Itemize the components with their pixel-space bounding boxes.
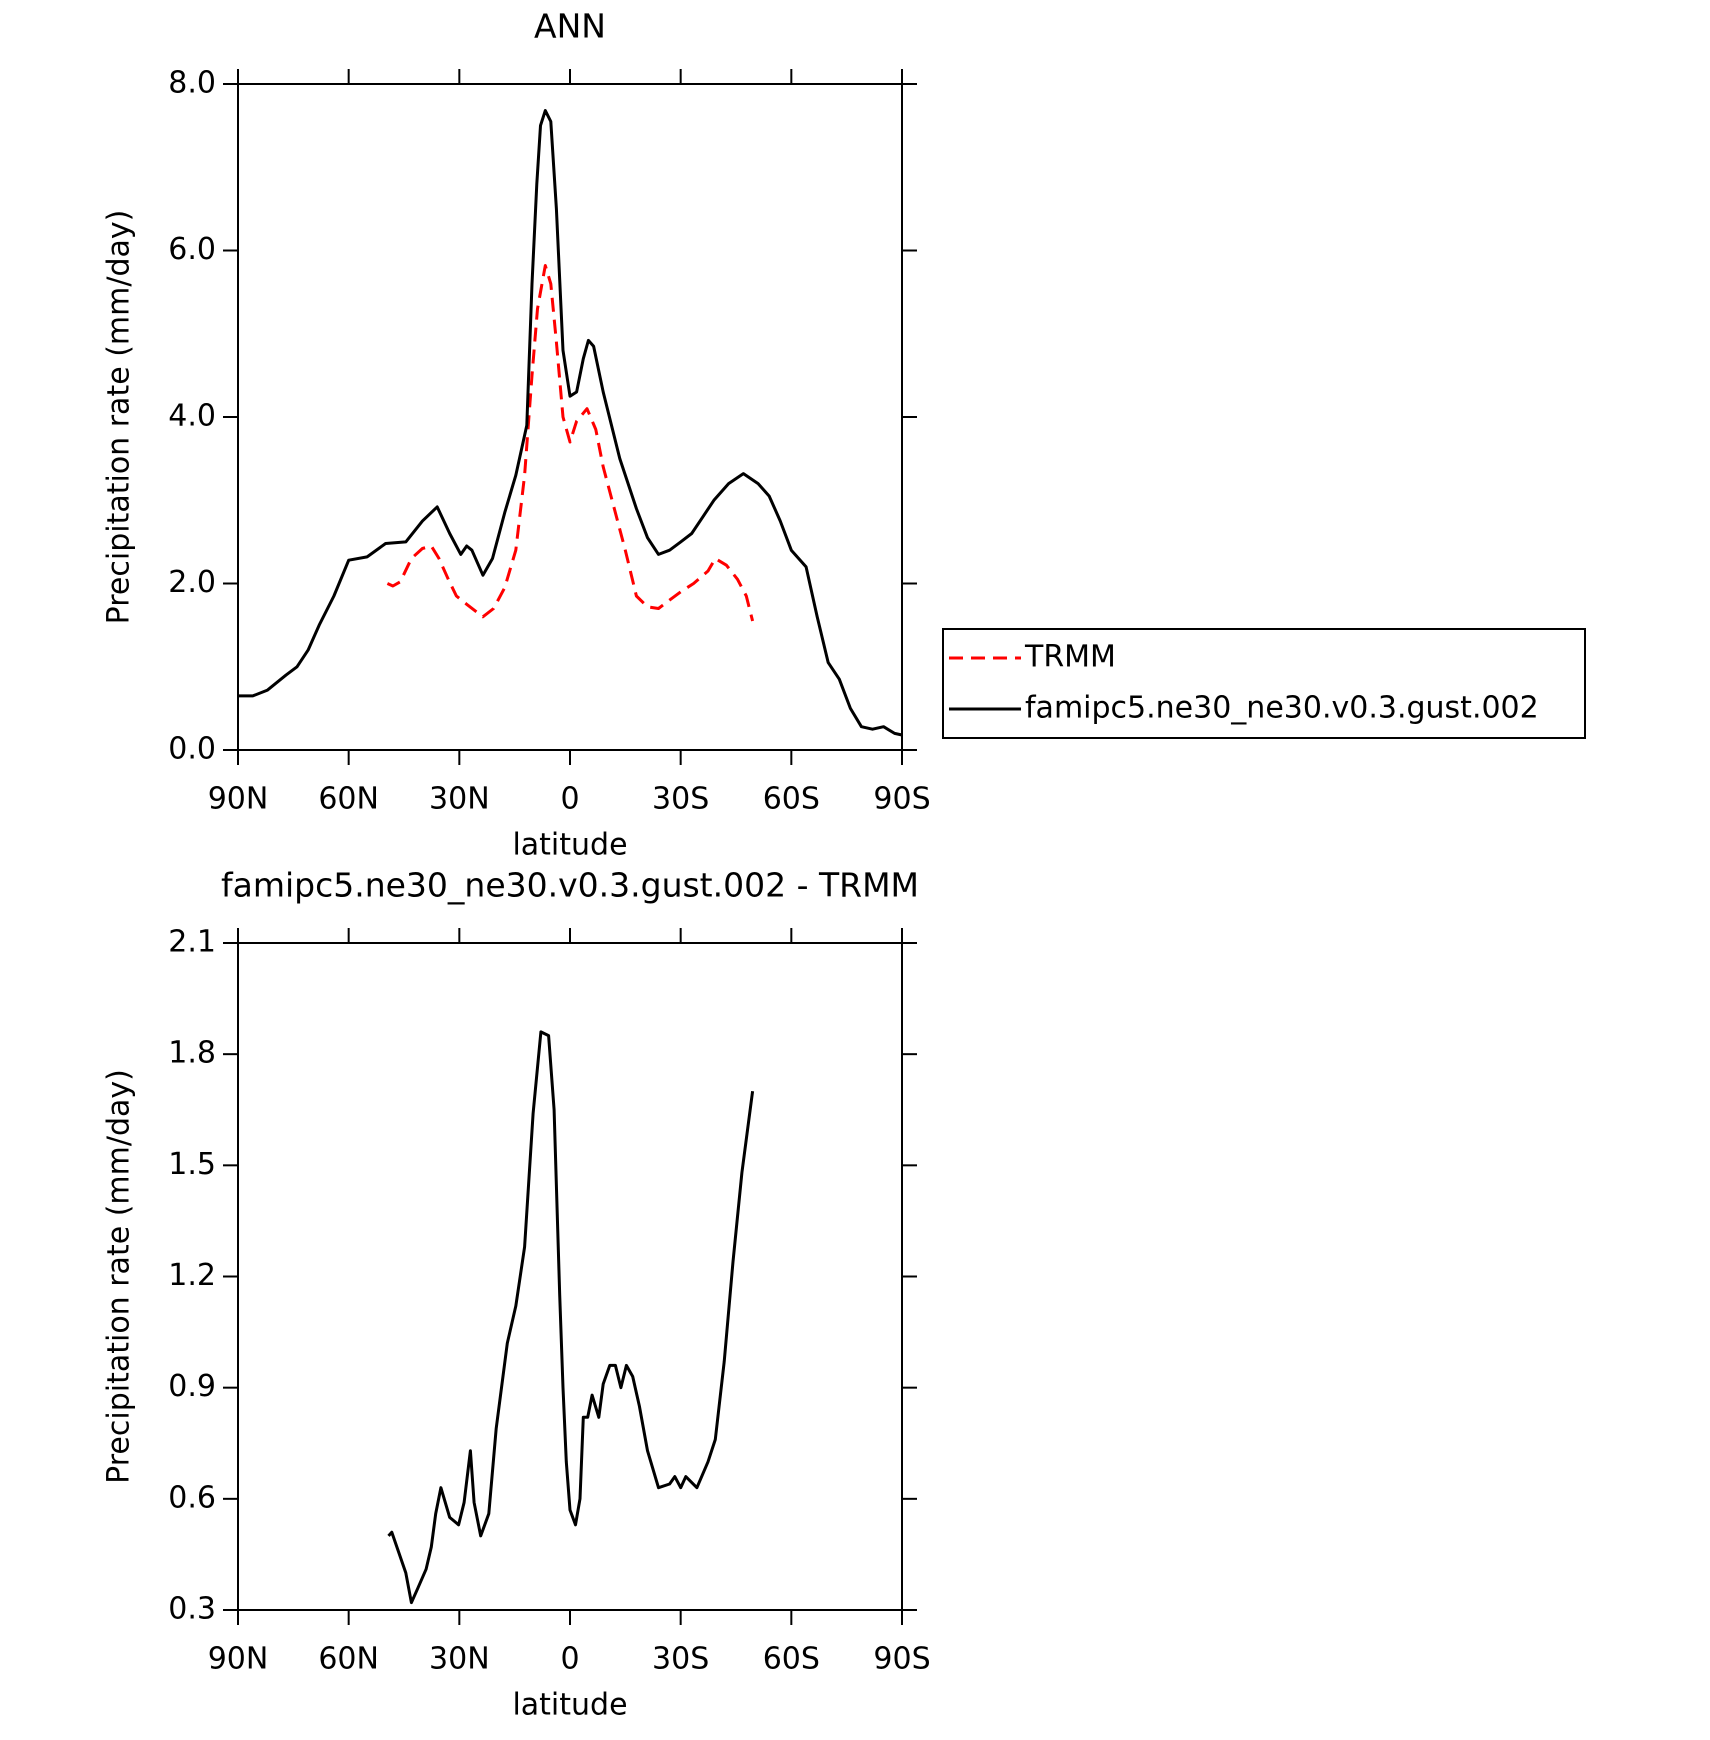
x-tick-label: 30S bbox=[652, 782, 709, 817]
x-tick-label: 30S bbox=[652, 1642, 709, 1677]
legend-label: famipc5.ne30_ne30.v0.3.gust.002 bbox=[1025, 691, 1539, 726]
y-tick-label: 0.0 bbox=[168, 732, 216, 767]
x-tick-label: 30N bbox=[429, 1642, 490, 1677]
x-tick-label: 30N bbox=[429, 782, 490, 817]
y-tick-label: 2.0 bbox=[168, 565, 216, 600]
x-tick-label: 90N bbox=[208, 782, 269, 817]
plot-frame bbox=[237, 83, 903, 751]
series-line bbox=[386, 264, 755, 622]
y-tick-label: 1.5 bbox=[168, 1147, 216, 1182]
series-line bbox=[387, 1030, 755, 1605]
x-tick-label: 0 bbox=[560, 782, 579, 817]
chart-title: famipc5.ne30_ne30.v0.3.gust.002 - TRMM bbox=[221, 866, 919, 905]
y-tick-label: 0.9 bbox=[168, 1369, 216, 1404]
y-axis-label: Precipitation rate (mm/day) bbox=[102, 210, 137, 625]
x-tick-label: 60S bbox=[763, 782, 820, 817]
x-tick-label: 90S bbox=[873, 1642, 930, 1677]
y-tick-label: 1.2 bbox=[168, 1258, 216, 1293]
y-tick-label: 0.6 bbox=[168, 1480, 216, 1515]
x-tick-label: 90N bbox=[208, 1642, 269, 1677]
x-tick-label: 60S bbox=[763, 1642, 820, 1677]
x-tick-label: 60N bbox=[318, 782, 379, 817]
y-axis-label: Precipitation rate (mm/day) bbox=[102, 1069, 137, 1484]
y-tick-label: 0.3 bbox=[168, 1592, 216, 1627]
x-axis-label: latitude bbox=[512, 828, 627, 863]
x-axis-label: latitude bbox=[512, 1688, 627, 1723]
legend-label: TRMM bbox=[1024, 640, 1116, 675]
y-tick-label: 4.0 bbox=[168, 399, 216, 434]
x-tick-label: 90S bbox=[873, 782, 930, 817]
series-line bbox=[238, 109, 903, 737]
chart-title: ANN bbox=[534, 7, 606, 46]
legend-box bbox=[942, 628, 1586, 739]
y-tick-label: 8.0 bbox=[168, 66, 216, 101]
y-tick-label: 2.1 bbox=[168, 925, 216, 960]
y-tick-label: 6.0 bbox=[168, 232, 216, 267]
y-tick-label: 1.8 bbox=[168, 1036, 216, 1071]
x-tick-label: 60N bbox=[318, 1642, 379, 1677]
x-tick-label: 0 bbox=[560, 1642, 579, 1677]
